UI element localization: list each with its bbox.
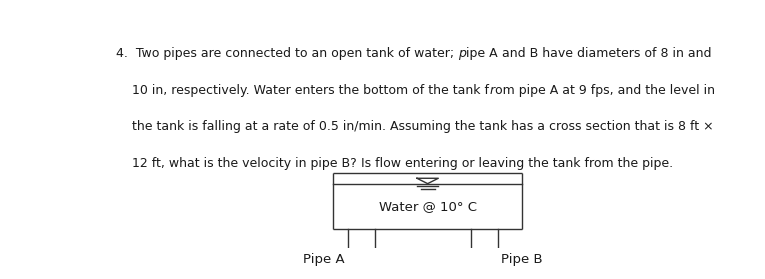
Text: om pipe A at 9 fps, and the level in: om pipe A at 9 fps, and the level in [494, 84, 715, 97]
Text: Pipe B: Pipe B [501, 252, 542, 266]
Text: ipe A: ipe A [467, 47, 498, 61]
Text: 4.  Two pipes are connected to an open tank of water;: 4. Two pipes are connected to an open ta… [116, 47, 458, 61]
Text: Is flow entering or leaving the tank from the pipe.: Is flow entering or leaving the tank fro… [361, 157, 673, 170]
Text: 10 in, respectively. Water enters the bottom of the tank f: 10 in, respectively. Water enters the bo… [116, 84, 490, 97]
Text: 12 ft, what is the velocity in pipe B?: 12 ft, what is the velocity in pipe B? [116, 157, 357, 170]
Text: the tank is falling at a rate of 0.5 in/min. Assuming the tank has a cross secti: the tank is falling at a rate of 0.5 in/… [116, 121, 714, 133]
Text: and B have diameters of 8 in and: and B have diameters of 8 in and [502, 47, 711, 61]
Text: r: r [490, 84, 494, 97]
Text: Pipe A: Pipe A [304, 252, 345, 266]
Text: Water @ 10° C: Water @ 10° C [379, 200, 477, 213]
Text: p: p [458, 47, 467, 61]
